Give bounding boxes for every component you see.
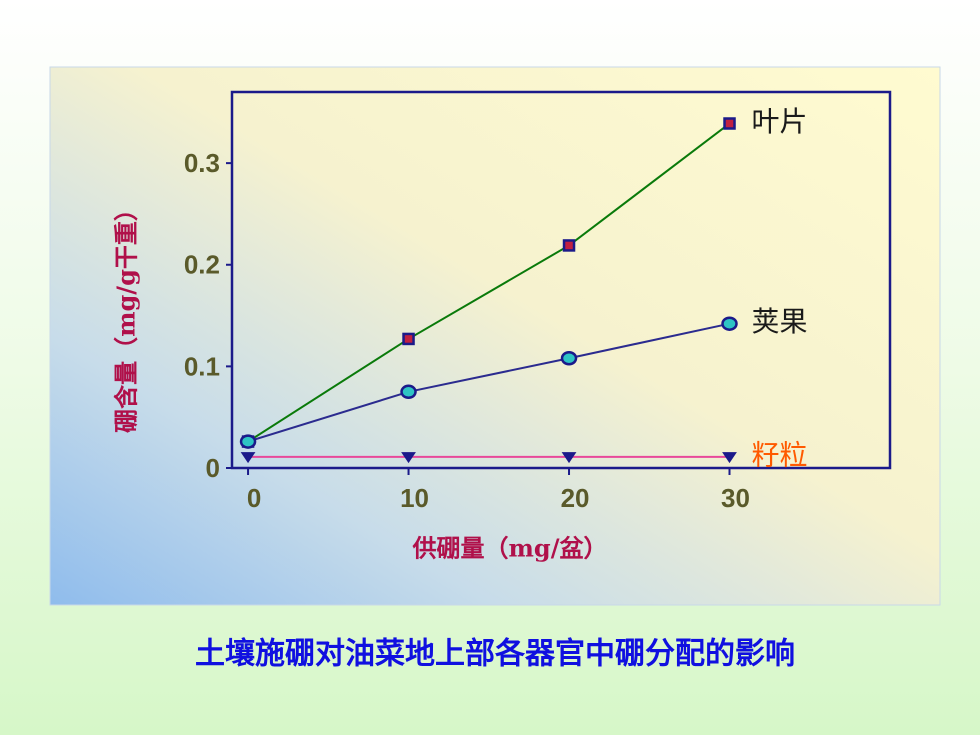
marker xyxy=(722,452,737,464)
x-axis-title: 供硼量（mg/盆） xyxy=(412,534,608,563)
marker xyxy=(723,117,736,130)
caption: 土壤施硼对油菜地上部各器官中硼分配的影响 xyxy=(195,637,795,672)
x-tick-label: 0 xyxy=(247,483,261,513)
y-axis-title: 硼含量（mg/g干重） xyxy=(112,197,141,433)
chart-panel xyxy=(49,66,941,606)
marker xyxy=(721,316,738,331)
marker xyxy=(239,434,257,449)
series-label: 籽粒 xyxy=(752,438,808,471)
series-label: 荚果 xyxy=(752,305,808,338)
marker xyxy=(562,239,576,252)
y-tick-label: 0.3 xyxy=(184,148,220,178)
y-tick-label: 0.1 xyxy=(184,351,220,381)
marker xyxy=(561,452,577,464)
y-tick-label: 0.2 xyxy=(184,250,220,280)
plot-frame xyxy=(230,90,892,470)
marker xyxy=(401,452,416,464)
marker xyxy=(402,332,415,346)
marker xyxy=(560,350,578,366)
series-line xyxy=(247,122,731,443)
series-label: 叶片 xyxy=(752,105,808,138)
marker xyxy=(240,452,256,464)
x-tick-label: 30 xyxy=(721,483,750,513)
marker xyxy=(400,384,417,400)
x-tick-label: 10 xyxy=(400,483,429,513)
x-tick-label: 20 xyxy=(561,483,590,513)
series-line xyxy=(247,322,730,443)
y-tick-label: 0 xyxy=(206,453,220,483)
